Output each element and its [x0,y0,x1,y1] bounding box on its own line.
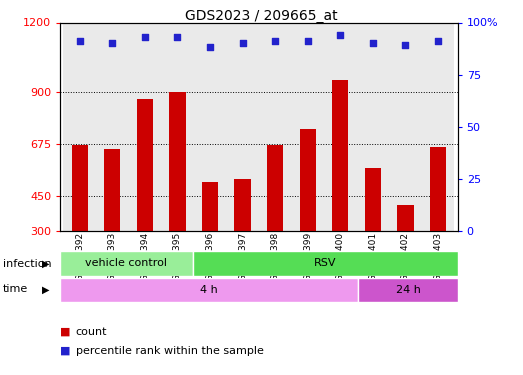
Text: ▶: ▶ [42,259,50,268]
Bar [226,22,259,231]
Bar [357,22,389,231]
Text: RSV: RSV [314,258,336,268]
Point [141,34,149,40]
Bar [63,22,96,231]
Point [271,38,279,44]
Bar [422,22,454,231]
Text: ■: ■ [60,346,71,355]
Text: 24 h: 24 h [395,285,420,295]
Point [75,38,84,44]
Text: vehicle control: vehicle control [85,258,167,268]
Text: count: count [76,327,107,337]
Bar [259,22,291,231]
Bar [169,92,186,231]
Bar [332,80,348,231]
Bar [234,178,251,231]
Bar [192,251,458,276]
Point [206,45,214,51]
Bar [96,22,129,231]
Bar [267,145,283,231]
Bar [300,129,316,231]
Bar [137,99,153,231]
Bar [358,278,458,302]
Bar [389,22,422,231]
Bar [202,182,218,231]
Bar [104,148,120,231]
Point [173,34,181,40]
Point [401,42,410,48]
Text: infection: infection [3,259,51,268]
Bar [291,22,324,231]
Bar [194,22,226,231]
Point [303,38,312,44]
Bar [161,22,194,231]
Bar [365,168,381,231]
Text: time: time [3,285,28,294]
Text: 4 h: 4 h [200,285,218,295]
Text: ■: ■ [60,327,71,337]
Text: GDS2023 / 209665_at: GDS2023 / 209665_at [185,9,338,23]
Text: percentile rank within the sample: percentile rank within the sample [76,346,264,355]
Bar [60,251,192,276]
Text: ▶: ▶ [42,285,50,294]
Point [108,40,117,46]
Bar [430,147,446,231]
Point [369,40,377,46]
Bar [324,22,357,231]
Bar [397,205,414,231]
Point [238,40,247,46]
Bar [60,278,358,302]
Bar [129,22,161,231]
Point [336,32,345,38]
Bar [72,145,88,231]
Point [434,38,442,44]
